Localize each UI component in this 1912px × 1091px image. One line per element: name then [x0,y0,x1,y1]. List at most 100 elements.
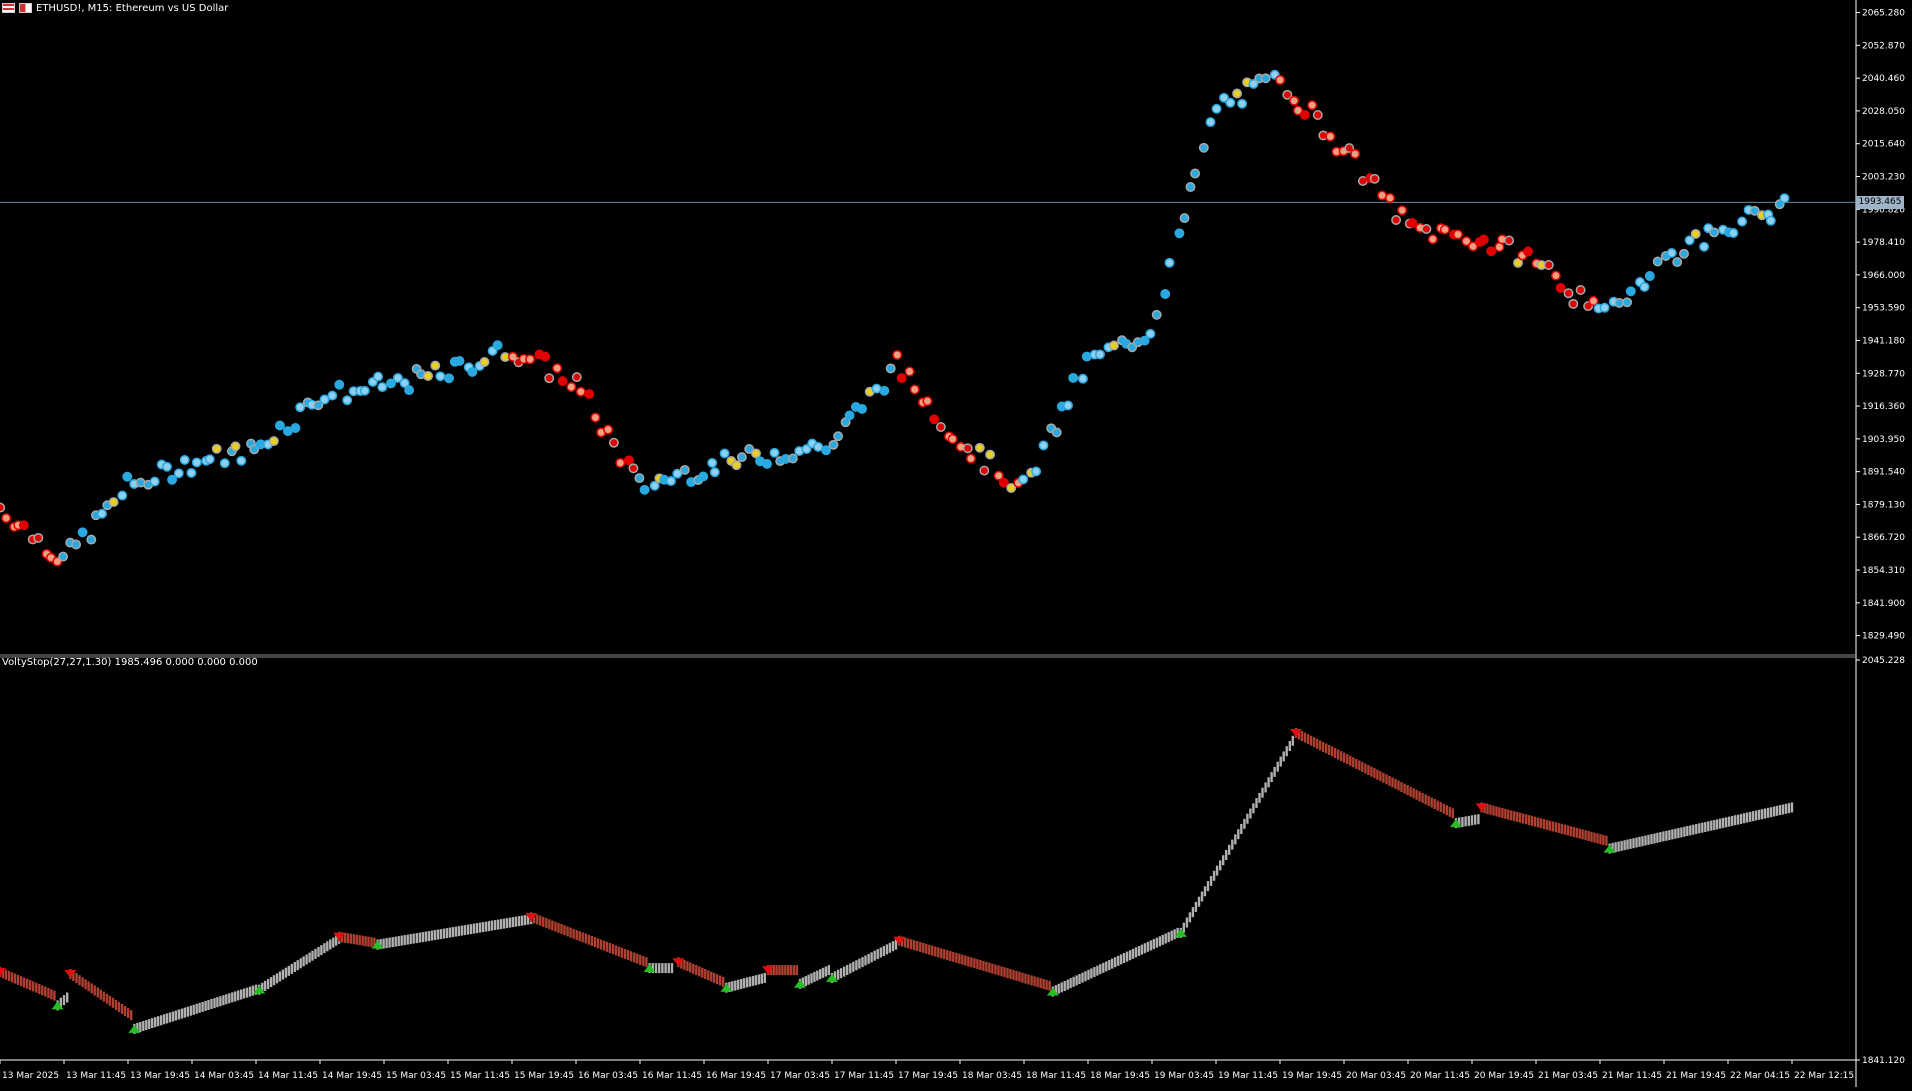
stop-bar-up [1632,838,1635,849]
stop-bar-down [642,956,645,967]
price-dot-up [1145,328,1156,339]
stop-bar-down [707,970,710,981]
stop-arrow-up [794,979,806,988]
price-tick-label: 1966.000 [1862,271,1905,281]
price-dot-up [249,444,260,455]
stop-bar-down [1587,831,1590,841]
stop-arrow-up [128,1024,141,1033]
stop-bar-up [311,950,314,961]
price-dot-down [608,437,619,448]
stop-bar-up [748,976,752,987]
stop-bar-down [93,985,96,996]
stop-bar-down [719,975,722,986]
stop-bar-down [1605,835,1608,846]
price-dot-up [666,476,676,487]
price-dot-up [813,441,824,452]
stop-bar-up [490,920,494,931]
stop-bar-down [1376,769,1379,780]
stop-bar-up [1704,822,1707,832]
stop-bar-down [340,932,344,943]
stop-bar-up [1258,792,1261,803]
stop-bar-down [970,957,973,968]
stop-bar-down [792,965,796,976]
price-dot-down [1312,110,1323,120]
time-tick-label: 13 Mar 19:45 [130,1071,190,1081]
price-dot-up [274,420,285,431]
stop-bar-up [222,995,225,1006]
stop-bar-up [1671,829,1674,840]
stop-bar-down [349,933,353,944]
price-dot-down [571,372,582,383]
price-dot-up [1749,205,1760,216]
stop-bar-up [403,935,406,946]
price-dot-up [327,390,338,401]
stop-bar-up [1252,803,1255,814]
stop-bar-up [204,1000,207,1011]
price-dot-up [1018,474,1029,485]
stop-bar-up [824,966,828,977]
price-dot-up [334,379,345,390]
stop-bar-down [1504,808,1507,819]
price-dot-down [525,354,536,365]
stop-bar-up [760,973,763,984]
price-dot-up [844,410,855,421]
stop-bar-up [1285,746,1288,757]
stop-bar-down [346,933,350,944]
price-dot-down [1289,95,1300,106]
stop-bar-up [654,963,658,974]
stop-bar-up [1787,803,1791,814]
price-dot-up [191,457,202,468]
stop-bar-down [4,969,8,980]
stop-bar-up [385,938,388,949]
stop-bar-down [1364,763,1367,774]
stop-bar-down [633,952,636,963]
price-plot[interactable] [0,69,1790,567]
time-tick-label: 14 Mar 11:45 [258,1071,318,1081]
stop-bar-down [343,932,347,943]
stop-bar-up [219,996,222,1007]
stop-bar-down [1297,729,1301,740]
stop-bar-up [1255,798,1258,809]
stop-bar-down [940,948,943,959]
price-dot-down [998,477,1009,488]
price-dot-up [1051,427,1062,438]
stop-bar-down [683,959,686,970]
stop-bar-down [988,962,991,973]
stop-bar-up [728,982,731,992]
stop-bar-up [763,972,766,983]
stop-bar-down [72,971,75,982]
price-dot-up [377,382,388,393]
stop-bar-down [781,965,784,976]
time-tick-label: 21 Mar 11:45 [1602,1071,1662,1081]
stop-bar-down [1,968,5,979]
stop-bar-up [499,919,503,930]
stop-bar-down [979,960,982,970]
stop-bar-up [1225,850,1228,860]
price-dot-up [719,448,730,459]
stop-bar-up [451,927,455,938]
stop-bar-up [864,955,867,966]
volty-stop-plot[interactable] [0,728,1794,1034]
stop-bar-down [1346,754,1349,765]
stop-bar-up [162,1014,166,1025]
price-dot-up [186,467,197,478]
stop-bar-down [50,989,53,1000]
stop-bar-up [740,979,743,989]
stop-bar-up [442,928,446,939]
stop-bar-up [813,971,816,982]
time-tick-label: 13 Mar 2025 [2,1071,59,1081]
stop-bar-up [454,926,458,937]
price-dot-up [821,445,832,456]
time-tick-label: 20 Mar 11:45 [1410,1071,1470,1081]
price-dot-up [444,373,454,384]
stop-bar-up [1707,821,1710,832]
stop-bar-down [695,965,698,976]
stop-bar-down [1328,745,1331,755]
stop-bar-down [1018,971,1021,982]
time-tick-label: 16 Mar 19:45 [706,1071,766,1081]
stop-bar-up [858,958,861,969]
stop-bar-down [554,921,557,932]
stop-bar-up [1698,823,1701,834]
